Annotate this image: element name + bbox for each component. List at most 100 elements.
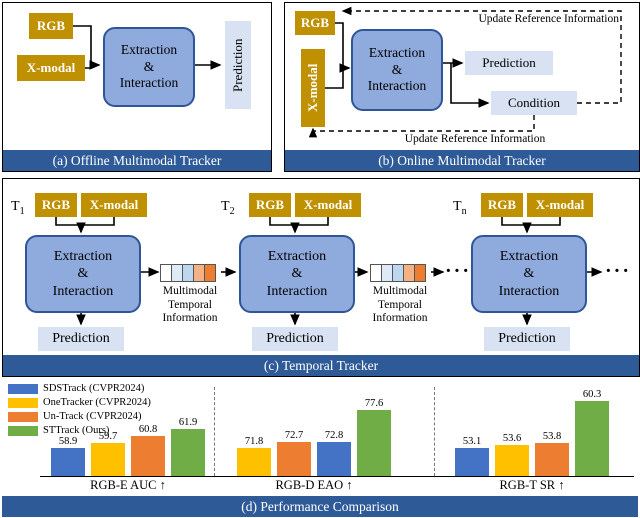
t-base: T [453,199,462,214]
group-separator [434,387,435,476]
bar: 59.7 [91,431,125,476]
t-sub: n [461,205,467,217]
bar: 72.8 [317,429,351,476]
prediction-label: Prediction [52,331,110,346]
legend-item: STTrack (Ours) [8,425,151,436]
bar-rect [237,448,271,476]
timestep-label-t2: T2 [221,199,235,217]
legend-label: OneTracker (CVPR2024) [43,397,151,408]
token-square [204,264,216,282]
legend-swatch [8,425,38,436]
temporal-tokens [160,264,216,282]
panel-b-caption: (b) Online Multimodal Tracker [285,150,639,171]
prediction-label: Prediction [498,331,556,346]
xmodal-label: X-modal [305,63,320,113]
bar-value-label: 60.8 [138,423,158,435]
t-base: T [221,199,230,214]
xmodal-label: X-modal [303,197,353,212]
rgb-input-box: RGB [481,193,523,217]
bar: 53.6 [495,433,529,476]
extraction-interaction-box: Extraction & Interaction [351,29,443,111]
xmodal-input-box: X-modal [301,49,325,127]
xmodal-label: X-modal [26,60,76,75]
bar-rect [535,443,569,476]
extraction-label: Extraction & Interaction [266,248,328,299]
rgb-label: RGB [255,197,285,212]
xmodal-input-box: X-modal [81,193,147,217]
group-label-rgbt: RGB-T SR ↑ [499,478,565,492]
panel-d: SDSTrack (CVPR2024) OneTracker (CVPR2024)… [2,381,638,517]
bar: 60.3 [575,389,609,476]
rgb-input-box: RGB [295,11,335,35]
bar-value-label: 72.8 [324,429,344,441]
panel-a: RGB X-modal Extraction & Interaction Pre… [2,2,272,172]
rgb-input-box: RGB [249,193,291,217]
timestep-label-t1: T1 [11,199,25,217]
bar-rect [51,448,85,476]
bar: 71.8 [237,436,271,476]
legend-swatch [8,383,38,394]
legend-label: Un-Track (CVPR2024) [43,411,142,422]
bar-value-label: 53.1 [462,436,482,447]
panel-a-caption-text: (a) Offline Multimodal Tracker [52,152,222,168]
legend-item: SDSTrack (CVPR2024) [8,383,151,394]
bar-group-rgbt: 53.1 53.6 53.8 60.3 [450,387,614,476]
xmodal-label: X-modal [89,197,139,212]
panel-b-arrows [308,6,622,138]
t-sub: 1 [19,205,25,217]
update-reference-top-label: Update Reference Information [478,13,620,25]
temporal-info-text: Multimodal Temporal Information [162,285,218,325]
bar: 61.9 [171,417,205,476]
legend-swatch [8,411,38,422]
bar-value-label: 59.7 [98,430,118,442]
extraction-label: Extraction & Interaction [498,248,560,299]
extraction-label: Extraction & Interaction [52,248,114,299]
temporal-info-text: Multimodal Temporal Information [372,285,428,325]
temporal-info-label: Multimodal Temporal Information [350,285,450,326]
panel-c-caption-text: (c) Temporal Tracker [263,357,379,373]
rgb-label: RGB [41,197,71,212]
bar-value-label: 60.3 [582,389,602,401]
bar-value-label: 71.8 [244,436,264,447]
prediction-box: Prediction [465,51,553,75]
group-label-rgbd: RGB-D EAO ↑ [275,478,353,492]
prediction-box: Prediction [225,21,251,109]
update-reference-bottom-label: Update Reference Information [404,133,546,145]
bar-value-label: 53.6 [502,432,522,444]
chart-legend: SDSTrack (CVPR2024) OneTracker (CVPR2024)… [8,383,151,439]
prediction-label: Prediction [230,38,245,92]
bar-rect [495,444,529,476]
condition-box: Condition [491,91,577,115]
bar-value-label: 72.7 [284,430,304,442]
timestep-label-tn: Tn [453,199,467,217]
extraction-interaction-box: Extraction & Interaction [471,235,587,313]
legend-label: STTrack (Ours) [43,425,110,436]
bar-value-label: 58.9 [58,436,78,447]
extraction-label: Extraction & Interaction [119,41,179,91]
extraction-label: Extraction & Interaction [367,44,427,94]
panel-a-caption: (a) Offline Multimodal Tracker [3,150,271,171]
bar-rect [131,435,165,476]
group-separator [214,387,215,476]
bar-rect [455,448,489,476]
xmodal-input-box: X-modal [17,55,85,81]
bar-group-rgbd: 71.8 72.7 72.8 77.6 [232,387,396,476]
temporal-tokens [370,264,426,282]
panel-d-caption: (d) Performance Comparison [2,496,638,517]
extraction-interaction-box: Extraction & Interaction [103,27,195,107]
bar: 53.8 [535,431,569,476]
extraction-interaction-box: Extraction & Interaction [239,235,355,313]
rgb-input-box: RGB [35,193,77,217]
legend-item: Un-Track (CVPR2024) [8,411,151,422]
bar: 53.1 [455,436,489,476]
prediction-box: Prediction [38,327,124,351]
bar: 72.7 [277,430,311,476]
legend-swatch [8,397,38,408]
chart-axis-line [40,476,634,477]
ellipsis-dots: ··· [605,260,632,282]
legend-label: SDSTrack (CVPR2024) [43,383,145,394]
condition-label: Condition [507,95,560,110]
t-base: T [11,199,20,214]
token-square [414,264,426,282]
